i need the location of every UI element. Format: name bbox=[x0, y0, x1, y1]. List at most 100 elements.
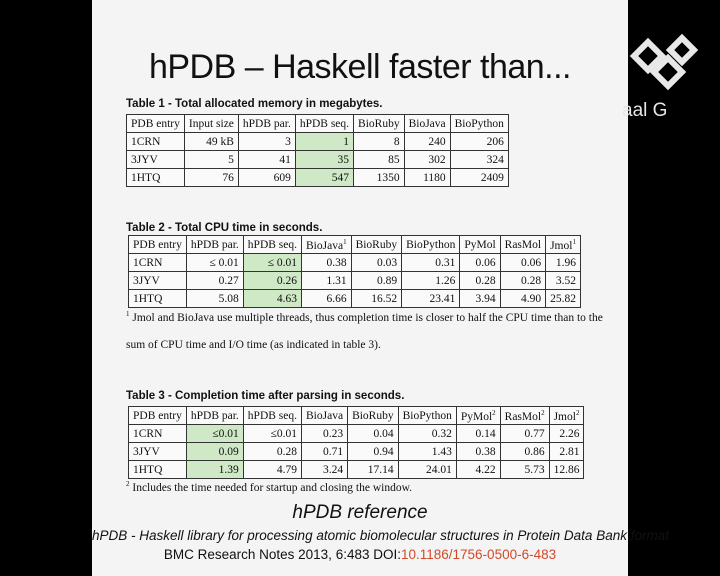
table-cell: 25.82 bbox=[545, 289, 581, 308]
column-header: BioJava1 bbox=[301, 235, 352, 254]
table-cell: 8 bbox=[353, 132, 405, 151]
table-cell: 2.26 bbox=[548, 424, 585, 443]
column-header: BioJava bbox=[300, 406, 349, 425]
table-cell: 0.26 bbox=[242, 271, 303, 290]
table-row: 1CRN ≤0.01 ≤0.01 0.23 0.04 0.32 0.14 0.77 2.26 bbox=[128, 424, 585, 443]
table-cell: 5 bbox=[183, 150, 239, 169]
header-row: PDB entry hPDB par. hPDB seq. BioJava1 BioRu… bbox=[128, 235, 581, 254]
column-header: RasMol bbox=[499, 235, 547, 254]
table2-footnote-cont: sum of CPU time and I/O time (as indicat… bbox=[126, 339, 381, 351]
table-row: 1HTQ 5.08 4.63 6.66 16.52 23.41 3.94 4.90 25.82 bbox=[128, 289, 581, 308]
table-cell: 6.66 bbox=[301, 289, 352, 308]
table-cell: 5.08 bbox=[185, 289, 244, 308]
column-header: BioRuby bbox=[347, 406, 399, 425]
conference-logo-icon bbox=[629, 33, 699, 91]
table-cell: 5.73 bbox=[499, 460, 550, 479]
table-cell: 1CRN bbox=[126, 132, 185, 151]
table-cell: 0.77 bbox=[499, 424, 550, 443]
doi-link[interactable]: 10.1186/1756-0500-6-483 bbox=[400, 547, 557, 562]
table-cell: 17.14 bbox=[347, 460, 399, 479]
table-cell: 1HTQ bbox=[126, 168, 185, 187]
table-cell: 0.38 bbox=[301, 253, 352, 272]
table-cell: 0.06 bbox=[459, 253, 501, 272]
column-header: BioJava bbox=[403, 114, 451, 133]
column-header: hPDB par. bbox=[185, 235, 244, 254]
column-header: BioRuby bbox=[350, 235, 403, 254]
table-cell: 23.41 bbox=[401, 289, 461, 308]
table-cell: 240 bbox=[403, 132, 451, 151]
table-row: 3JYV 0.27 0.26 1.31 0.89 1.26 0.28 0.28 3.52 bbox=[128, 271, 581, 290]
column-header: Jmol1 bbox=[545, 235, 581, 254]
table-cell: 3JYV bbox=[128, 271, 187, 290]
table-cell: 0.89 bbox=[350, 271, 403, 290]
table-cell: 0.27 bbox=[185, 271, 244, 290]
table-row: 1CRN ≤ 0.01 ≤ 0.01 0.38 0.03 0.31 0.06 0.06 1.96 bbox=[128, 253, 581, 272]
table-cell: 1 bbox=[294, 132, 355, 151]
table-cell: 24.01 bbox=[397, 460, 457, 479]
column-header: BioPython bbox=[449, 114, 509, 133]
table2-caption: Table 2 - Total CPU time in seconds. bbox=[126, 222, 323, 234]
header-row: PDB entry hPDB par. hPDB seq. BioJava BioRub… bbox=[128, 406, 585, 425]
table-cell: 0.23 bbox=[300, 424, 349, 443]
table-cell: 0.94 bbox=[347, 442, 399, 461]
table-row: 1HTQ 76 609 547 1350 1180 2409 bbox=[126, 168, 509, 187]
table-cell: 1.39 bbox=[185, 460, 244, 479]
table-cell: 1.26 bbox=[401, 271, 461, 290]
table-cell: 1.31 bbox=[301, 271, 352, 290]
column-header: Jmol2 bbox=[548, 406, 585, 425]
table-cell: 0.14 bbox=[455, 424, 501, 443]
header-row: PDB entry Input size hPDB par. hPDB seq. Bio… bbox=[126, 114, 509, 133]
column-header: hPDB seq. bbox=[242, 235, 303, 254]
table-cell: 1HTQ bbox=[128, 289, 187, 308]
reference-title: hPDB - Haskell library for processing at… bbox=[92, 528, 669, 543]
table-cell: 609 bbox=[237, 168, 296, 187]
table-cell: 3JYV bbox=[128, 442, 187, 461]
table1-caption: Table 1 - Total allocated memory in mega… bbox=[126, 98, 383, 110]
column-header: PyMol bbox=[459, 235, 501, 254]
logo-text: aal G bbox=[622, 100, 668, 121]
column-header: hPDB par. bbox=[185, 406, 244, 425]
memory-table: PDB entry Input size hPDB par. hPDB seq. Bio… bbox=[126, 114, 509, 187]
table-cell: 324 bbox=[449, 150, 509, 169]
column-header: RasMol2 bbox=[499, 406, 550, 425]
table2-footnote: 1 Jmol and BioJava use multiple threads,… bbox=[126, 310, 603, 324]
table-cell: 35 bbox=[294, 150, 355, 169]
table-row: 1CRN 49 kB 3 1 8 240 206 bbox=[126, 132, 509, 151]
table-cell: 3.24 bbox=[300, 460, 349, 479]
column-header: Input size bbox=[183, 114, 239, 133]
table3-footnote: 2 Includes the time needed for startup a… bbox=[126, 480, 413, 494]
table-cell: ≤ 0.01 bbox=[185, 253, 244, 272]
table-cell: 547 bbox=[294, 168, 355, 187]
table-cell: 41 bbox=[237, 150, 296, 169]
table-cell: 0.09 bbox=[185, 442, 244, 461]
column-header: PDB entry bbox=[128, 235, 187, 254]
column-header: hPDB seq. bbox=[294, 114, 355, 133]
slide: hPDB – Haskell faster than... Table 1 - … bbox=[92, 0, 669, 576]
table-cell: 302 bbox=[403, 150, 451, 169]
table-cell: 1.96 bbox=[545, 253, 581, 272]
table-cell: 1350 bbox=[353, 168, 405, 187]
table-cell: 0.71 bbox=[300, 442, 349, 461]
column-header: BioPython bbox=[401, 235, 461, 254]
table-cell: 1.43 bbox=[397, 442, 457, 461]
table-cell: 1HTQ bbox=[128, 460, 187, 479]
table-cell: 3JYV bbox=[126, 150, 185, 169]
column-header: BioRuby bbox=[353, 114, 405, 133]
table-cell: 0.03 bbox=[350, 253, 403, 272]
slide-title: hPDB – Haskell faster than... bbox=[148, 48, 572, 86]
column-header: hPDB par. bbox=[237, 114, 296, 133]
table-cell: 1CRN bbox=[128, 253, 187, 272]
column-header: BioPython bbox=[397, 406, 457, 425]
table-cell: 49 kB bbox=[183, 132, 239, 151]
table-cell: 4.22 bbox=[455, 460, 501, 479]
table-cell: 3.52 bbox=[545, 271, 581, 290]
table-cell: 206 bbox=[449, 132, 509, 151]
table-cell: 2409 bbox=[449, 168, 509, 187]
table-cell: 0.04 bbox=[347, 424, 399, 443]
column-header: PyMol2 bbox=[455, 406, 501, 425]
reference-heading: hPDB reference bbox=[292, 502, 428, 523]
table-cell: 12.86 bbox=[548, 460, 585, 479]
table-row: 3JYV 0.09 0.28 0.71 0.94 1.43 0.38 0.86 2.81 bbox=[128, 442, 585, 461]
completion-time-table: PDB entry hPDB par. hPDB seq. BioJava BioRub… bbox=[128, 406, 585, 479]
table-cell: 1CRN bbox=[128, 424, 187, 443]
